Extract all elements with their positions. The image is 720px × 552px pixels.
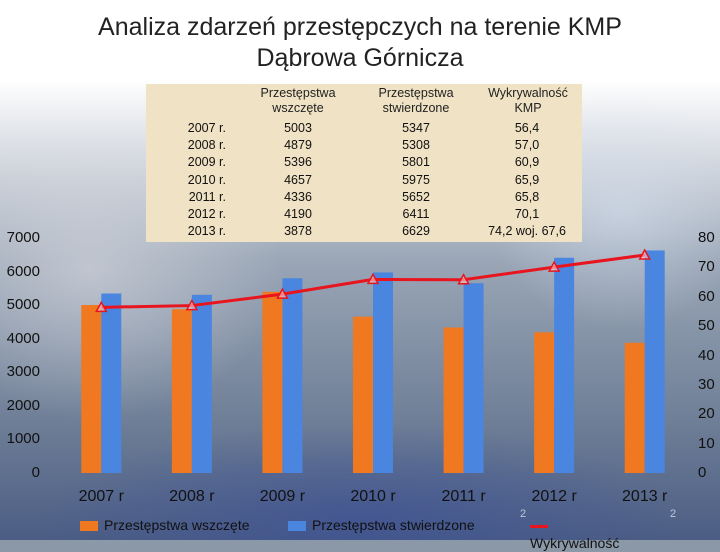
y-tick-left: 7000 (6, 229, 40, 246)
table-cell-wykrywalnosc: 65,8 (514, 189, 540, 204)
bar-stwierdzone (282, 278, 303, 473)
line-marker (638, 248, 651, 260)
y-tick-left: 6000 (6, 262, 40, 280)
table-cell-year: 2007 r. (187, 121, 226, 135)
x-tick-label: 2013 r (622, 488, 668, 505)
x-tick-label: 2009 r (259, 488, 306, 505)
table-cell-wszczete: 4657 (284, 172, 312, 187)
table-cell-year: 2010 r. (187, 172, 226, 187)
bar-wszczete (81, 305, 102, 473)
table-header-stwierdzone: Przestępstwa stwierdzone (378, 86, 454, 115)
legend-label-stwierdzone: Przestępstwa stwierdzone (312, 517, 475, 533)
y-tick-right: 30 (698, 375, 715, 393)
y-tick-right: 60 (698, 287, 715, 305)
y-tick-left: 3000 (6, 363, 40, 381)
table-cell-wykrywalnosc: 57,0 (514, 138, 540, 153)
bar-stwierdzone (191, 294, 212, 473)
bar-wszczete (262, 291, 283, 473)
bar-stwierdzone (554, 257, 575, 473)
y-tick-right: 20 (698, 405, 715, 423)
table-cell-year: 2008 r. (187, 138, 226, 153)
bar-stwierdzone (644, 250, 665, 473)
table-header-wszczete: Przestępstwa wszczęte (260, 86, 336, 115)
combo-chart (81, 248, 665, 473)
y-tick-right: 80 (698, 229, 715, 246)
bar-stwierdzone (463, 283, 484, 473)
table-cell-wszczete: 4336 (284, 189, 312, 204)
bar-wszczete (624, 342, 645, 473)
table-cell-stwierdzone: 6411 (402, 207, 430, 221)
legend-swatch-orange (80, 521, 98, 532)
table-cell-year: 2013 r. (187, 224, 226, 239)
table-cell-wykrywalnosc: 65,9 (514, 172, 540, 187)
bar-wszczete (353, 316, 373, 473)
y-tick-right: 10 (698, 434, 715, 452)
bar-wszczete (534, 332, 555, 473)
table-cell-stwierdzone: 5801 (402, 155, 430, 170)
table-cell-wszczete: 4190 (284, 207, 312, 221)
bar-stwierdzone (101, 293, 122, 473)
table-cell-wszczete: 5396 (284, 155, 312, 170)
table-cell-wykrywalnosc: 60,9 (514, 155, 540, 170)
bar-wszczete (171, 309, 192, 473)
y-tick-right: 0 (698, 464, 707, 481)
chart-legend: Przestępstwa wszczęte Przestępstwa stwie… (80, 514, 640, 551)
x-tick-label: 2010 r (350, 488, 396, 505)
table-cell-year: 2012 r. (187, 207, 226, 221)
legend-label-wykrywalnosc: Wykrywalność (530, 535, 620, 551)
page-number-corner: 2 (670, 508, 677, 520)
legend-swatch-red-line (530, 524, 548, 528)
y-tick-right: 70 (698, 258, 715, 276)
line-marker (95, 300, 108, 313)
y-tick-left: 0 (31, 464, 40, 481)
table-cell-wykrywalnosc: 74,2 woj. 67,6 (488, 224, 566, 239)
title-line-1: Analiza zdarzeń przestępczych na terenie… (98, 13, 622, 41)
table-cell-wszczete: 5003 (284, 121, 312, 135)
legend-swatch-blue (288, 521, 306, 532)
y-tick-left: 4000 (6, 329, 40, 347)
y-tick-left: 5000 (6, 296, 40, 314)
line-marker (185, 299, 199, 311)
table-cell-stwierdzone: 5347 (402, 121, 430, 135)
legend-item-wykrywalnosc: Wykrywalność (530, 516, 640, 551)
x-tick-label: 2008 r (169, 488, 215, 505)
line-marker (276, 287, 289, 299)
data-table: Przestępstwa wszczęte Przestępstwa stwie… (146, 84, 582, 242)
line-marker (457, 273, 470, 285)
table-cell-wykrywalnosc: 56,4 (514, 121, 540, 135)
y-tick-right: 40 (698, 346, 715, 364)
y-tick-left: 1000 (6, 430, 40, 448)
line-marker (366, 272, 380, 285)
legend-item-stwierdzone: Przestępstwa stwierdzone (288, 516, 475, 534)
table-cell-stwierdzone: 6629 (402, 224, 430, 239)
table-cell-year: 2009 r. (187, 155, 226, 170)
x-tick-label: 2011 r (441, 488, 486, 505)
line-marker (547, 260, 561, 272)
table-cell-stwierdzone: 5652 (402, 189, 430, 204)
table-cell-stwierdzone: 5975 (402, 172, 430, 187)
table-header-wykrywalnosc: Wykrywalność KMP (488, 86, 568, 115)
title-line-2: Dąbrowa Górnicza (256, 44, 464, 72)
table-cell-year: 2011 r. (188, 189, 226, 204)
slide-title: Analiza zdarzeń przestępczych na terenie… (0, 12, 720, 74)
bar-stwierdzone (373, 272, 393, 473)
legend-item-wszczete: Przestępstwa wszczęte (80, 516, 250, 534)
table-cell-stwierdzone: 5308 (402, 138, 430, 153)
page-number: 2 (520, 508, 527, 520)
bar-wszczete (443, 327, 464, 473)
x-tick-label: 2007 r (78, 488, 124, 505)
y-tick-right: 50 (698, 317, 715, 335)
legend-label-wszczete: Przestępstwa wszczęte (104, 517, 250, 533)
table-cell-wszczete: 3878 (284, 224, 312, 239)
y-tick-left: 2000 (6, 396, 40, 414)
x-tick-label: 2012 r (531, 488, 577, 505)
table-cell-wszczete: 4879 (284, 138, 312, 153)
table-cell-wykrywalnosc: 70,1 (514, 207, 540, 221)
